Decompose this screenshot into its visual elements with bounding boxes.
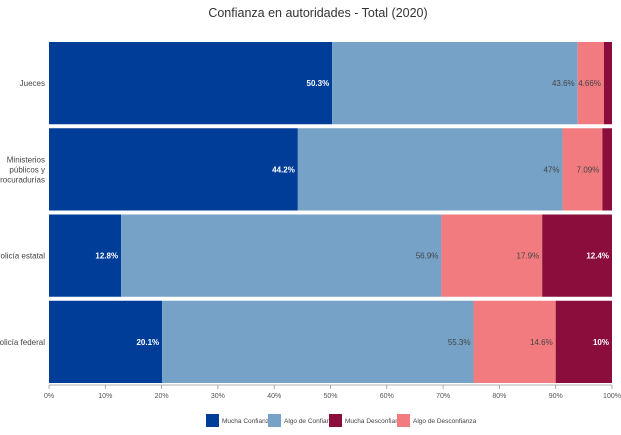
legend-swatch-algo-de-confianza[interactable]: [268, 414, 281, 427]
bar-segment-algo-de-confianza: [162, 300, 474, 383]
category-label: Jueces: [20, 79, 45, 88]
data-label: 7.09%: [577, 165, 600, 174]
bar-segment-mucha-desconfianza: [555, 300, 612, 383]
data-label: 20.1%: [136, 338, 159, 347]
x-tick-label: 50%: [323, 393, 337, 400]
legend-label-mucha-desconfianza[interactable]: Mucha Desconfianza: [345, 418, 406, 425]
legend-label-mucha-confianza[interactable]: Mucha Confianza: [222, 418, 273, 425]
data-label: 12.4%: [586, 252, 609, 261]
x-tick-label: 10%: [98, 393, 112, 400]
bar-segment-mucha-desconfianza: [603, 42, 612, 125]
x-axis: 0% 10% 20% 30% 40% 50% 60% 70% 80% 90% 100%: [44, 384, 621, 400]
bar-segment-algo-de-desconfianza: [441, 214, 543, 297]
bar-segment-mucha-desconfianza: [542, 214, 612, 297]
category-label: Policía federal: [0, 338, 45, 347]
bar-segment-mucha-confianza: [49, 42, 333, 125]
x-tick-label: 80%: [492, 393, 506, 400]
x-tick-label: 20%: [155, 393, 169, 400]
x-tick-label: 70%: [436, 393, 450, 400]
bar-segment-algo-de-desconfianza: [577, 42, 604, 125]
legend-swatch-mucha-confianza[interactable]: [206, 414, 219, 427]
bars-layer: 50.3% 43.6% 4.66% 44.2% 47% 7.09% 12.8% 56.9% 17…: [49, 42, 612, 383]
bar-segment-mucha-confianza: [49, 128, 298, 211]
data-label: 56.9%: [416, 252, 439, 261]
category-label: Policía estatal: [0, 252, 45, 261]
legend-swatch-mucha-desconfianza[interactable]: [329, 414, 342, 427]
legend: Mucha Confianza Algo de Confianza Mucha De…: [206, 414, 477, 427]
data-label: 44.2%: [272, 165, 295, 174]
data-label: 47%: [543, 165, 559, 174]
chart-title: Confianza en autoridades - Total (2020): [208, 6, 427, 20]
bar-segment-algo-de-desconfianza: [473, 300, 556, 383]
data-label: 50.3%: [307, 79, 330, 88]
category-label: públicos y: [9, 165, 45, 174]
category-label: Ministerios: [7, 155, 45, 164]
data-label: 55.3%: [448, 338, 471, 347]
x-tick-label: 100%: [603, 393, 621, 400]
x-tick-label: 60%: [380, 393, 394, 400]
x-tick-label: 0%: [44, 393, 54, 400]
legend-swatch-algo-de-desconfianza[interactable]: [397, 414, 410, 427]
bar-segment-mucha-confianza: [49, 214, 122, 297]
bar-segment-mucha-desconfianza: [602, 128, 612, 211]
x-tick-label: 30%: [211, 393, 225, 400]
data-label: 10%: [593, 338, 609, 347]
legend-label-algo-de-confianza[interactable]: Algo de Confianza: [284, 418, 338, 425]
bar-segment-algo-de-confianza: [121, 214, 442, 297]
bar-segment-algo-de-desconfianza: [562, 128, 603, 211]
data-label: 17.9%: [517, 252, 540, 261]
legend-label-algo-de-desconfianza[interactable]: Algo de Desconfianza: [413, 418, 477, 425]
data-label: 12.8%: [95, 252, 118, 261]
bar-segment-algo-de-confianza: [297, 128, 563, 211]
bar-segment-mucha-confianza: [49, 300, 163, 383]
data-label: 14.6%: [530, 338, 553, 347]
x-tick-label: 40%: [267, 393, 281, 400]
x-tick-label: 90%: [549, 393, 563, 400]
data-label: 4.66%: [578, 79, 601, 88]
data-label: 43.6%: [552, 79, 575, 88]
bar-segment-algo-de-confianza: [332, 42, 578, 125]
category-label: procuradurías: [0, 175, 45, 184]
